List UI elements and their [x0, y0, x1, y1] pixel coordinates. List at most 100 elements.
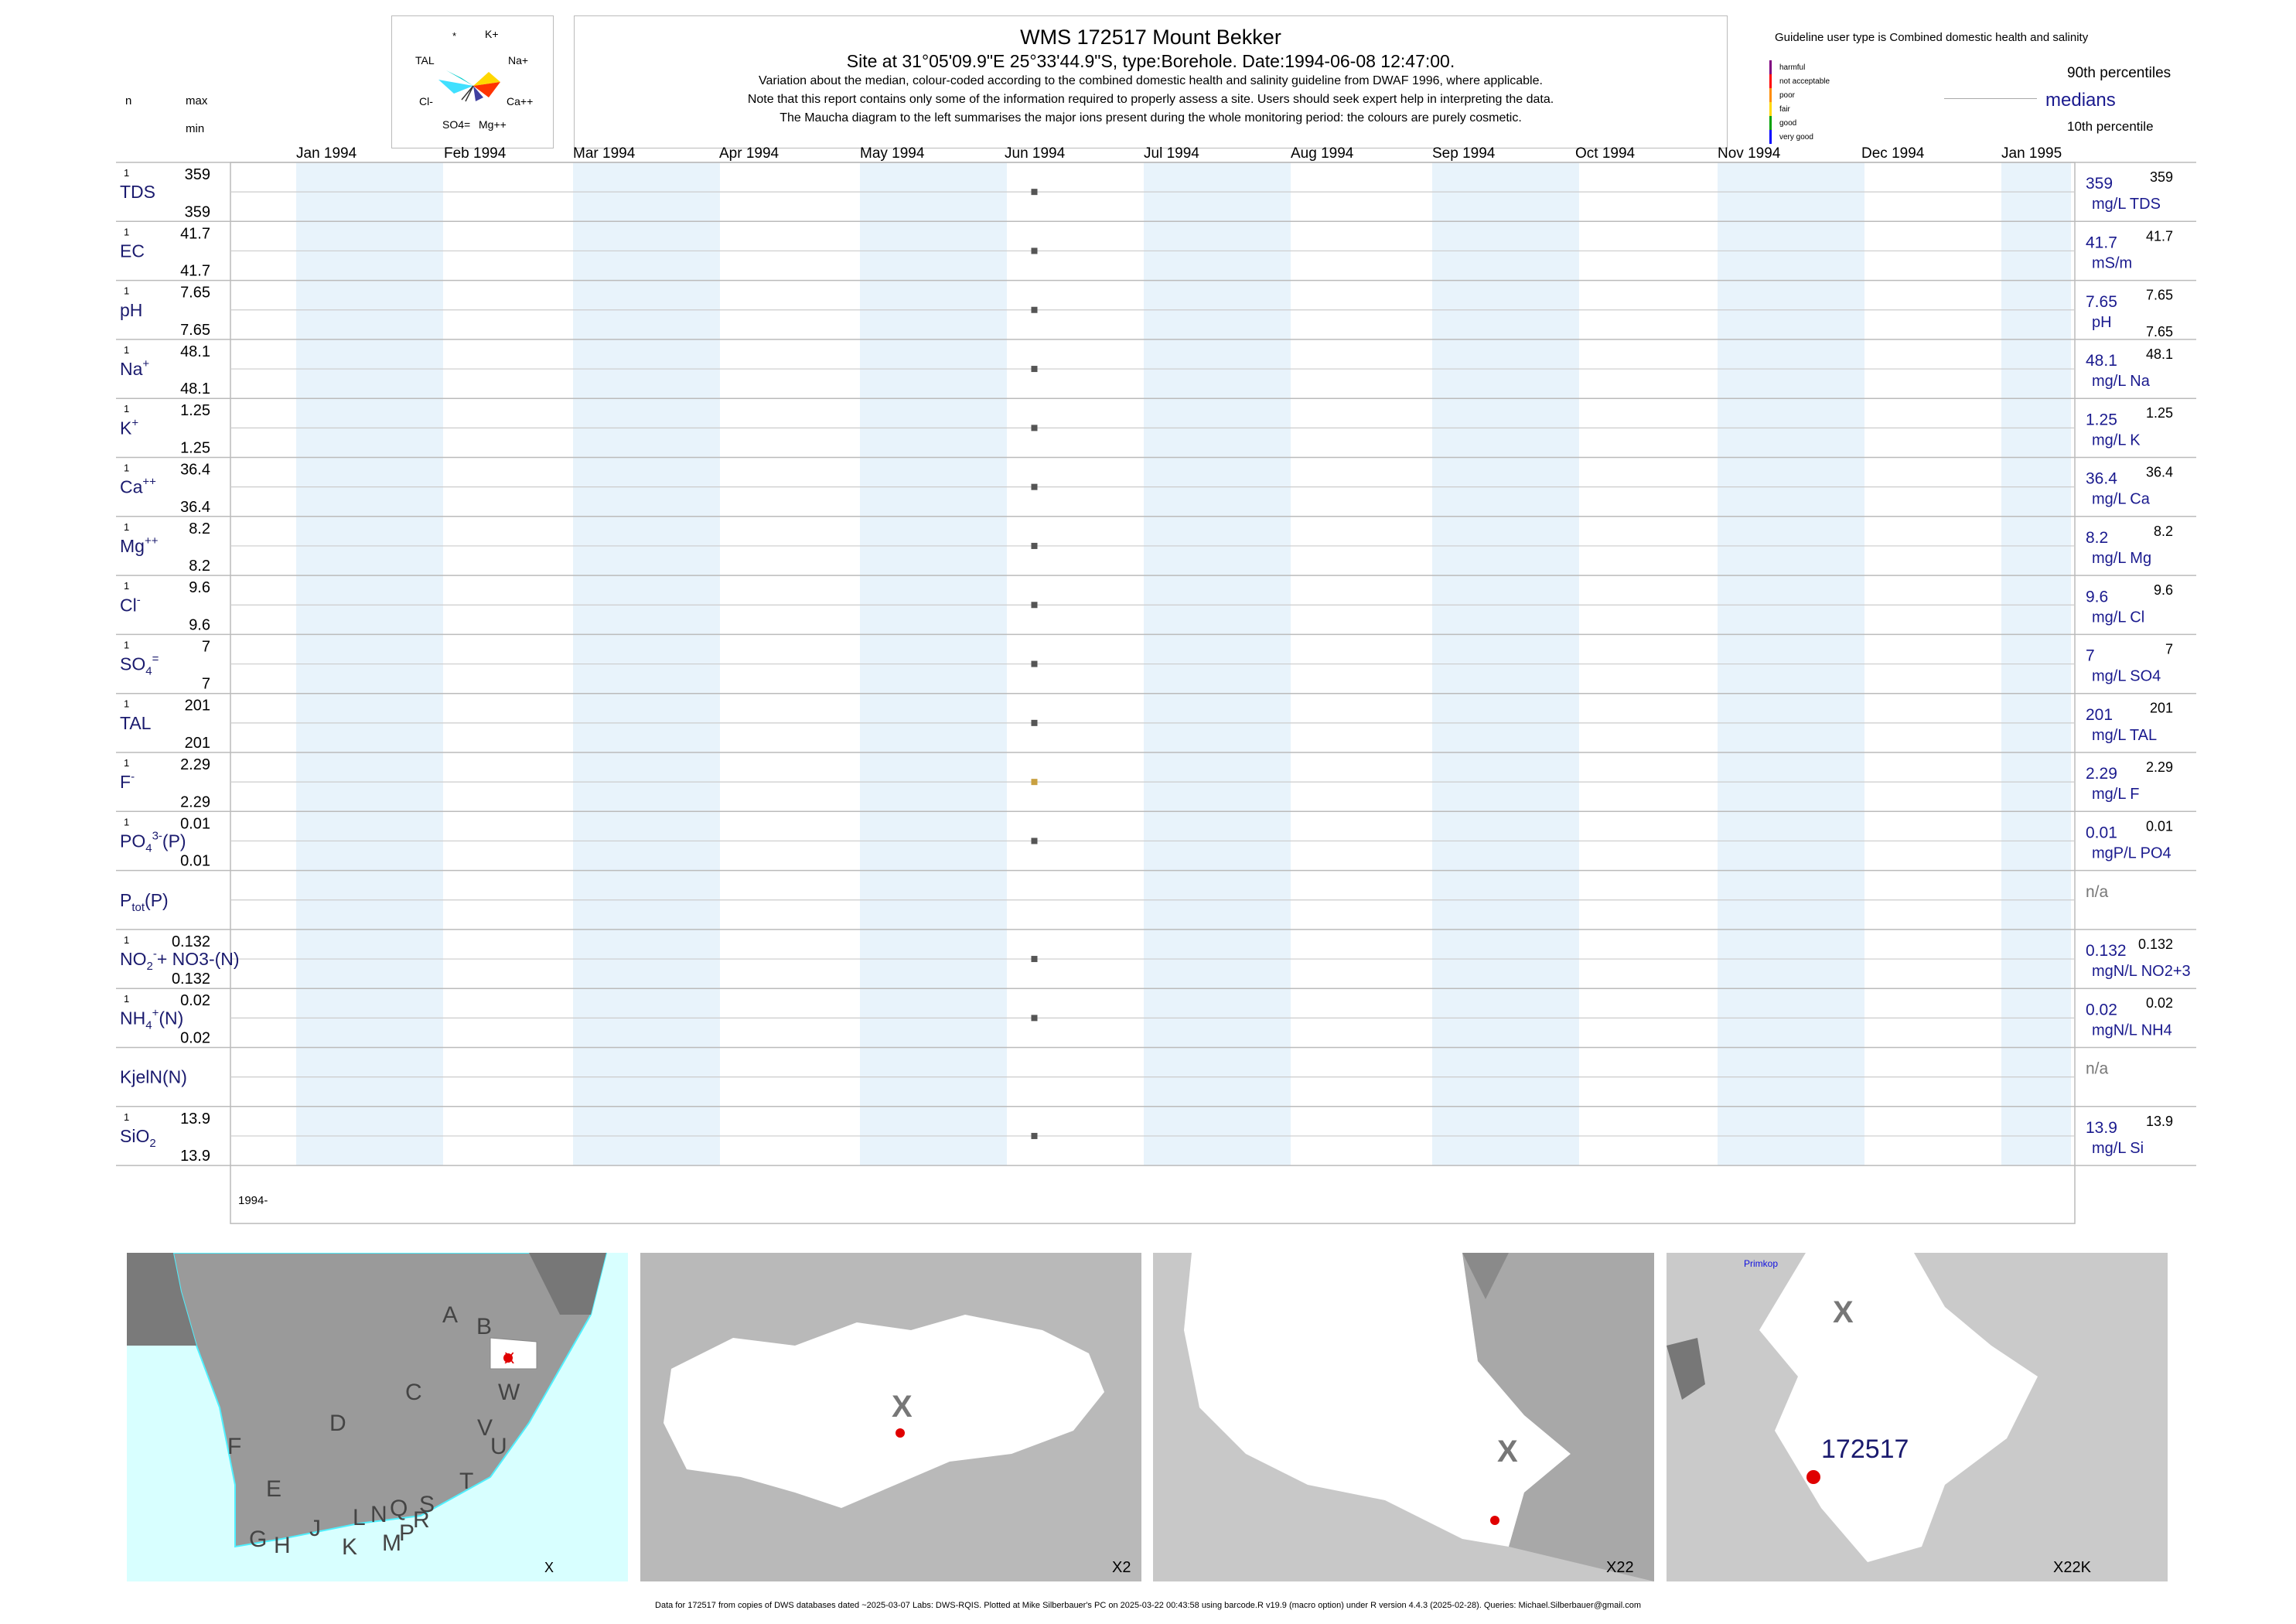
- param-label: NH4+(N): [120, 1006, 183, 1032]
- maucha-wedge-cyan: [438, 80, 473, 94]
- maucha-tal-wedge: [446, 70, 473, 86]
- guideline-legend: harmful not acceptable poor fair good very go…: [1769, 60, 1862, 144]
- guideline-level: very good: [1769, 130, 1813, 144]
- guideline-level-label: fair: [1779, 104, 1790, 114]
- row-p90: 359: [2150, 169, 2173, 185]
- month-label-top: Apr 1994: [719, 145, 780, 162]
- row-median-value: 9.6: [2086, 588, 2108, 606]
- map-region-letter: G: [249, 1527, 267, 1552]
- map-region-letter: H: [274, 1533, 291, 1558]
- row-p90: 2.29: [2146, 759, 2173, 775]
- guideline-swatch: [1769, 102, 1772, 116]
- map-x2-svg: X X2: [640, 1253, 1141, 1581]
- col-header-max: max: [186, 94, 208, 107]
- row-p90: 9.6: [2154, 582, 2173, 598]
- row-n: 1: [124, 344, 129, 356]
- row-p90: 0.02: [2146, 995, 2173, 1011]
- row-median-value: 36.4: [2086, 470, 2117, 488]
- row-p90: 36.4: [2146, 465, 2173, 480]
- maucha-label-mg: Mg++: [479, 118, 507, 131]
- row-p10: 7.65: [2146, 324, 2173, 339]
- legend-p10: 10th percentile: [2067, 119, 2154, 134]
- row-unit: pH: [2092, 314, 2112, 331]
- map-x22k-svg: Primkop X 172517 X22K: [1667, 1253, 2168, 1581]
- param-label: Na+: [120, 357, 149, 379]
- row-max: 8.2: [189, 520, 210, 537]
- param-label: Mg++: [120, 534, 159, 556]
- guideline-level: harmful: [1769, 60, 1805, 74]
- map-region-letter: L: [353, 1505, 366, 1530]
- param-label: PO43-(P): [120, 829, 186, 855]
- row-median-value: 359: [2086, 175, 2113, 193]
- row-n: 1: [124, 1111, 129, 1123]
- maucha-cl-line: [465, 85, 474, 102]
- row-median-value: n/a: [2086, 883, 2109, 901]
- map-x22k: Primkop X 172517 X22K: [1667, 1253, 2168, 1581]
- data-point-TDS: [1031, 189, 1038, 196]
- guideline-level-label: poor: [1779, 90, 1796, 100]
- map-region-letter: E: [266, 1476, 281, 1502]
- month-label-top: Jan 1994: [296, 145, 357, 162]
- row-n: 1: [124, 580, 129, 592]
- row-p90: 0.01: [2146, 818, 2173, 834]
- row-p90: 0.132: [2138, 937, 2173, 952]
- guideline-level-label: harmful: [1779, 63, 1806, 72]
- map-x22k-site: 172517: [1821, 1435, 1909, 1464]
- row-unit: mg/L TDS: [2092, 196, 2161, 213]
- row-p90: 8.2: [2154, 524, 2173, 539]
- row-min: 13.9: [180, 1148, 210, 1165]
- row-n: 1: [124, 934, 129, 946]
- page-title: WMS 172517 Mount Bekker: [1020, 26, 1281, 49]
- guideline-swatch: [1769, 74, 1772, 88]
- row-median-value: 7: [2086, 647, 2095, 665]
- map-x22-svg: X X22: [1153, 1253, 1654, 1581]
- row-max: 7.65: [180, 285, 210, 302]
- month-label-top: Dec 1994: [1861, 145, 1925, 162]
- row-max: 13.9: [180, 1111, 210, 1128]
- guideline-swatch: [1769, 130, 1772, 144]
- param-label: TAL: [120, 713, 152, 733]
- param-label: K+: [120, 416, 138, 438]
- row-n: 1: [124, 639, 129, 650]
- data-point-pH: [1031, 306, 1038, 313]
- map-region-letter: K: [342, 1534, 357, 1560]
- footer-note: Data for 172517 from copies of DWS datab…: [655, 1601, 1641, 1610]
- row-median-value: 0.132: [2086, 942, 2127, 960]
- param-label: Ca++: [120, 476, 156, 497]
- legend-median-line: [1944, 98, 2037, 99]
- row-unit: mg/L K: [2092, 432, 2141, 449]
- row-min: 201: [185, 735, 210, 752]
- param-label: EC: [120, 241, 145, 261]
- row-unit: mg/L Mg: [2092, 550, 2151, 567]
- row-n: 1: [124, 993, 129, 1005]
- guideline-swatch: [1769, 60, 1772, 74]
- maucha-label-na: Na+: [508, 54, 528, 67]
- map-region-letter: X: [504, 1350, 514, 1367]
- row-unit: mg/L TAL: [2092, 727, 2157, 744]
- row-min: 7.65: [180, 322, 210, 339]
- guideline-level: fair: [1769, 102, 1790, 116]
- row-min: 8.2: [189, 558, 210, 575]
- row-unit: mg/L Na: [2092, 373, 2151, 390]
- param-label: pH: [120, 300, 142, 320]
- guideline-level: not acceptable: [1769, 74, 1830, 88]
- data-point-NO2NO3: [1031, 956, 1038, 963]
- guideline-level-label: good: [1779, 118, 1797, 128]
- row-unit: mg/L SO4: [2092, 668, 2161, 685]
- row-max: 0.02: [180, 992, 210, 1009]
- data-point-Ca: [1031, 483, 1038, 490]
- row-n: 1: [124, 698, 129, 710]
- data-point-Mg: [1031, 542, 1038, 549]
- map-region-letter: T: [459, 1469, 473, 1494]
- month-label-top: Aug 1994: [1291, 145, 1354, 162]
- header-box: WMS 172517 Mount Bekker Site at 31°05'09…: [574, 15, 1728, 148]
- data-point-K: [1031, 425, 1038, 432]
- row-n: 1: [124, 403, 129, 415]
- row-median-value: 48.1: [2086, 352, 2117, 370]
- row-median-value: 0.01: [2086, 824, 2117, 841]
- data-point-PO4: [1031, 838, 1038, 844]
- map-region-letter: R: [413, 1507, 430, 1533]
- row-max: 9.6: [189, 579, 210, 596]
